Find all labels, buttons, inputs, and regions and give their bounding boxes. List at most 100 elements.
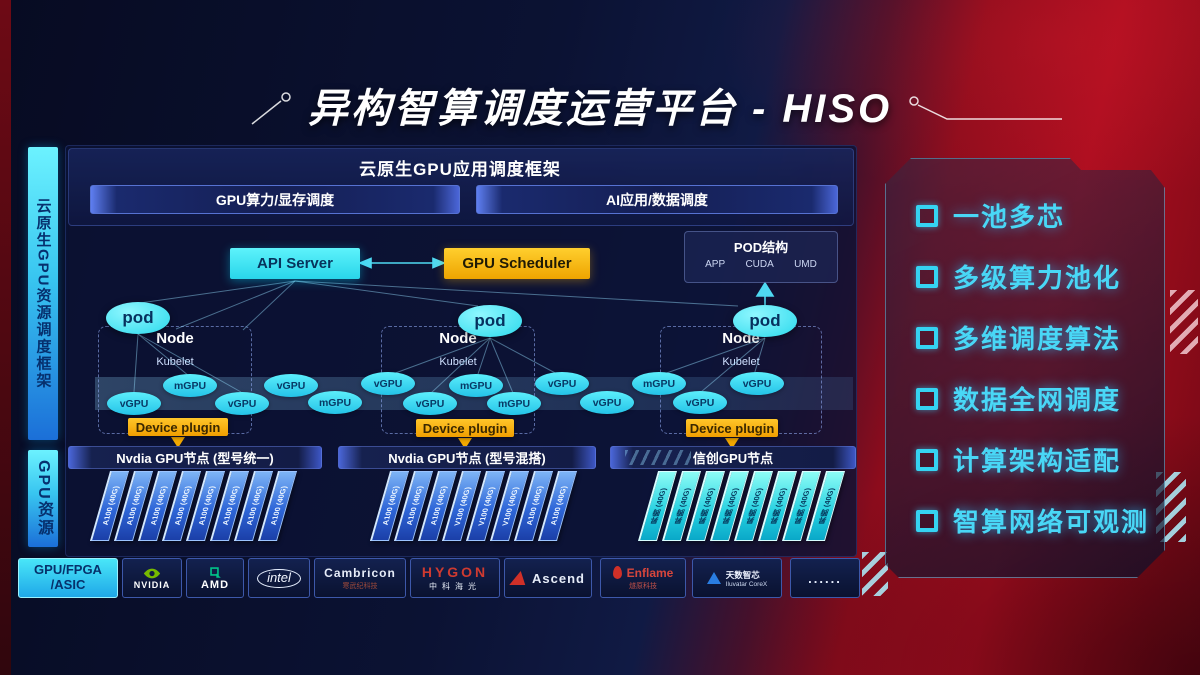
device-plugin-3: Device plugin: [686, 419, 778, 437]
pod-item-umd: UMD: [794, 259, 817, 270]
cambricon-label: Cambricon: [324, 565, 396, 580]
gpu-node-header-3: 信创GPU节点: [610, 446, 856, 469]
vendor-amd: AMD: [186, 558, 244, 598]
iluvatar-label: 天数智芯: [725, 569, 760, 580]
feature-item-4: 数据全网调度: [916, 380, 1154, 417]
gpu-node-header-3-label: 信创GPU节点: [692, 451, 774, 466]
feature-item-1: 一池多芯: [916, 197, 1154, 234]
chip-type-line2: /ASIC: [50, 577, 86, 592]
more-vendors-dots: ......: [808, 570, 842, 586]
gpu-ellipse-14: vGPU: [730, 372, 784, 395]
gpu-card-stack-2: A100 (40G) A100 (40G) A100 (40G) V100 (4…: [369, 471, 578, 541]
hygon-sub-label: 中科海光: [429, 582, 481, 591]
amd-logo-icon: [209, 566, 221, 578]
cambricon-sub-label: 寒武纪科技: [342, 582, 378, 590]
hatch-decoration-right-top: [1170, 290, 1198, 354]
feature-label: 数据全网调度: [953, 385, 1122, 415]
feature-label: 计算架构适配: [953, 446, 1122, 476]
features-panel: 一池多芯 多级算力池化 多维调度算法 数据全网调度 计算架构适配 智算网络可观测: [885, 158, 1165, 578]
vendor-nvidia: NVIDIA: [122, 558, 182, 598]
enflame-sub-label: 燧原科技: [629, 582, 657, 590]
node-1-label: Node: [156, 330, 194, 347]
iluvatar-sub-label: Iluvatar CoreX: [725, 580, 768, 588]
node-3-kubelet: Kubelet: [722, 356, 760, 368]
feature-item-5: 计算架构适配: [916, 441, 1154, 478]
gpu-ellipse-9: mGPU: [487, 392, 541, 415]
chip-type-line1: GPU/FPGA: [34, 562, 102, 578]
compute-scheduling-bar: GPU算力/显存调度: [90, 185, 460, 214]
vendor-cambricon: Cambricon 寒武纪科技: [314, 558, 406, 598]
node-2-label: Node: [439, 330, 477, 347]
pod-item-app: APP: [705, 259, 726, 270]
ai-data-scheduling-bar: AI应用/数据调度: [476, 185, 838, 214]
pod-1: pod: [106, 302, 170, 334]
square-bullet-icon: [916, 510, 938, 532]
vendor-iluvatar: 天数智芯 Iluvatar CoreX: [692, 558, 782, 598]
enflame-label: Enflame: [626, 565, 674, 580]
rail-gpu-resources: GPU资源: [28, 450, 58, 547]
node-2-kubelet: Kubelet: [439, 356, 477, 368]
left-red-edge: [0, 0, 11, 675]
feature-label: 智算网络可观测: [953, 507, 1150, 537]
device-plugin-1: Device plugin: [128, 418, 228, 436]
gpu-ellipse-10: vGPU: [535, 372, 589, 395]
pod-3: pod: [733, 305, 797, 337]
ascend-label: Ascend: [532, 570, 585, 586]
gpu-ellipse-8: mGPU: [449, 374, 503, 397]
enflame-logo-icon: [612, 566, 622, 579]
hygon-label: HYGON: [421, 564, 489, 580]
gpu-ellipse-1: vGPU: [107, 392, 161, 415]
square-bullet-icon: [916, 266, 938, 288]
vendor-intel: intel: [248, 558, 310, 598]
app-scheduler-title: 云原生GPU应用调度框架: [359, 160, 561, 179]
pod-structure-box: POD结构 APP CUDA UMD: [684, 231, 838, 283]
square-bullet-icon: [916, 327, 938, 349]
feature-item-6: 智算网络可观测: [916, 502, 1154, 539]
gpu-ellipse-4: vGPU: [264, 374, 318, 397]
vendor-more: ......: [790, 558, 860, 598]
feature-item-3: 多维调度算法: [916, 319, 1154, 356]
ascend-logo-icon: [509, 571, 529, 585]
gpu-card-stack-1: A100 (40G) A100 (40G) A100 (40G) A100 (4…: [89, 471, 298, 541]
gpu-scheduler-box: GPU Scheduler: [444, 248, 590, 279]
vendor-ascend: Ascend: [504, 558, 592, 598]
pod-2: pod: [458, 305, 522, 337]
device-plugin-2: Device plugin: [416, 419, 514, 437]
page-title: 异构智算调度运营平台 - HISO: [307, 87, 893, 131]
square-bullet-icon: [916, 205, 938, 227]
vendor-enflame: Enflame 燧原科技: [600, 558, 686, 598]
vendor-hygon: HYGON 中科海光: [410, 558, 500, 598]
gpu-node-header-2: Nvdia GPU节点 (型号混搭): [338, 446, 596, 469]
nvidia-logo-icon: [143, 568, 161, 578]
square-bullet-icon: [916, 449, 938, 471]
gpu-ellipse-11: vGPU: [580, 391, 634, 414]
gpu-ellipse-6: vGPU: [361, 372, 415, 395]
gpu-node-header-1: Nvdia GPU节点 (型号统一): [68, 446, 322, 469]
gpu-ellipse-12: mGPU: [632, 372, 686, 395]
gpu-ellipse-13: vGPU: [673, 391, 727, 414]
node-1-kubelet: Kubelet: [156, 356, 194, 368]
amd-label: AMD: [200, 578, 230, 591]
feature-label: 多级算力池化: [953, 263, 1122, 293]
iluvatar-logo-icon: [706, 572, 721, 584]
pod-item-cuda: CUDA: [745, 259, 774, 270]
pod-structure-title: POD结构: [733, 240, 789, 255]
gpu-ellipse-5: mGPU: [308, 391, 362, 414]
gpu-card-stack-3: 昇腾 (40G) 昇腾 (40G) 昇腾 (40G) 昇腾 (40G) 昇腾 (…: [637, 471, 846, 541]
feature-label: 一池多芯: [953, 202, 1066, 232]
gpu-ellipse-7: vGPU: [403, 392, 457, 415]
chip-type-box: GPU/FPGA /ASIC: [18, 558, 118, 598]
gpu-ellipse-3: vGPU: [215, 392, 269, 415]
feature-label: 多维调度算法: [953, 324, 1122, 354]
square-bullet-icon: [916, 388, 938, 410]
api-server-box: API Server: [230, 248, 360, 279]
intel-logo: intel: [257, 568, 301, 588]
node-3-label: Node: [722, 330, 760, 347]
nvidia-label: NVIDIA: [133, 579, 171, 590]
hatch-decoration-bottom-left: [862, 552, 888, 596]
feature-item-2: 多级算力池化: [916, 258, 1154, 295]
header-hatch-decoration: [625, 450, 691, 465]
gpu-ellipse-2: mGPU: [163, 374, 217, 397]
rail-framework: 云原生GPU资源调度框架: [28, 147, 58, 440]
